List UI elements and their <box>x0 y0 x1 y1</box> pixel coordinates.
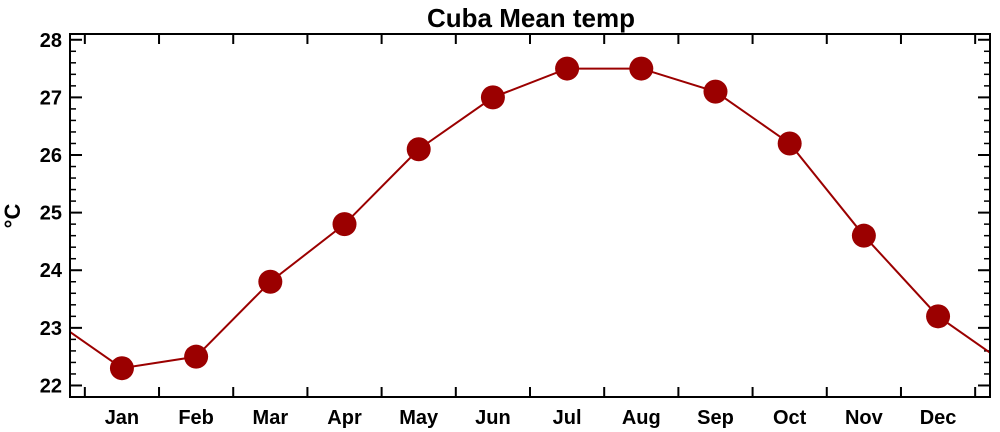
x-tick-label: Oct <box>773 407 807 429</box>
data-point-mar <box>258 269 283 294</box>
x-tick-label: Apr <box>327 407 362 429</box>
x-tick-label: Mar <box>253 407 289 429</box>
data-point-oct <box>777 131 802 156</box>
data-point-jun <box>480 85 505 110</box>
x-tick-label: Aug <box>622 407 661 429</box>
y-tick-label: 26 <box>40 145 62 167</box>
y-tick-label: 27 <box>40 87 62 109</box>
y-tick-label: 25 <box>40 203 62 225</box>
plot-area: 22 23 24 25 26 27 28 Jan Feb Mar Apr May Jun Jul Aug Se… <box>40 30 991 429</box>
y-tick-label: 22 <box>40 375 62 397</box>
data-point-aug <box>629 56 654 81</box>
y-axis-label: °C <box>0 204 25 229</box>
data-point-jul <box>555 56 580 81</box>
data-point-apr <box>332 212 357 237</box>
data-point-nov <box>851 223 876 248</box>
y-tick-label: 28 <box>40 30 62 52</box>
plot-frame <box>69 33 991 398</box>
chart-title: Cuba Mean temp <box>427 3 635 33</box>
x-tick-label: Jun <box>475 407 511 429</box>
x-tick-label: Jul <box>553 407 582 429</box>
data-point-dec <box>926 304 951 329</box>
data-point-sep <box>703 79 728 104</box>
data-point-may <box>406 137 431 162</box>
y-tick-label: 24 <box>40 260 63 282</box>
x-tick-label: Jan <box>105 407 139 429</box>
data-point-jan <box>109 356 134 381</box>
x-tick-label: May <box>399 407 439 429</box>
data-point-feb <box>184 344 209 369</box>
x-tick-label: Dec <box>920 407 957 429</box>
y-tick-label: 23 <box>40 318 62 340</box>
x-tick-label: Nov <box>845 407 884 429</box>
series-line <box>69 67 991 370</box>
x-tick-label: Sep <box>697 407 734 429</box>
x-tick-label: Feb <box>178 407 214 429</box>
